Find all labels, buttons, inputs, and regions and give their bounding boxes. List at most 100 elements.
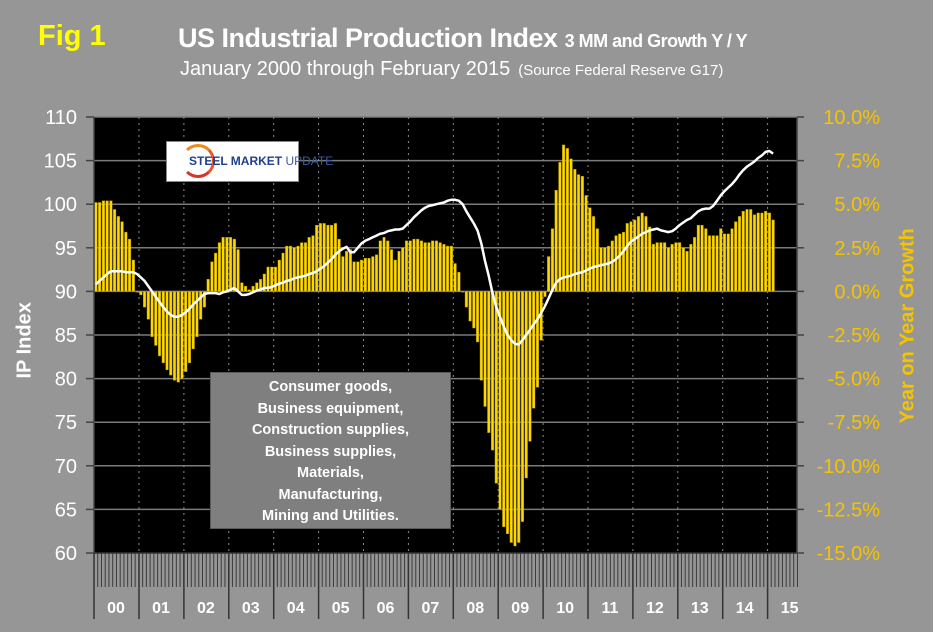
growth-bar bbox=[737, 216, 742, 292]
growth-bar bbox=[378, 240, 382, 292]
growth-bar bbox=[277, 259, 281, 292]
y-tick-label: 85 bbox=[55, 325, 77, 347]
growth-bar bbox=[401, 247, 405, 292]
growth-bar bbox=[300, 242, 304, 292]
growth-bar bbox=[670, 244, 674, 292]
components-textbox: Consumer goods, Business equipment, Cons… bbox=[210, 372, 451, 529]
x-tick-label: 14 bbox=[736, 600, 754, 617]
y2-tick-label: -7.5% bbox=[828, 412, 880, 434]
growth-bar bbox=[734, 221, 738, 292]
growth-bar bbox=[274, 266, 278, 292]
growth-bar bbox=[176, 291, 180, 383]
growth-bar bbox=[625, 223, 629, 292]
logo-text-bold: STEEL MARKET bbox=[189, 154, 283, 168]
y-tick-label: 110 bbox=[45, 107, 77, 129]
growth-bar bbox=[588, 207, 592, 292]
growth-bar bbox=[554, 190, 558, 292]
growth-bar bbox=[292, 247, 296, 292]
growth-bar bbox=[479, 291, 483, 381]
x-tick-label: 04 bbox=[287, 600, 305, 617]
growth-bar bbox=[644, 216, 648, 292]
growth-bar bbox=[618, 233, 622, 292]
growth-bar bbox=[404, 240, 408, 292]
growth-bar bbox=[693, 237, 697, 292]
textbox-line: Mining and Utilities. bbox=[262, 508, 399, 524]
logo-text: STEEL MARKET UPDATE bbox=[189, 154, 333, 168]
growth-bar bbox=[636, 216, 640, 292]
growth-bar bbox=[431, 240, 435, 292]
growth-bar bbox=[419, 240, 423, 292]
growth-bar bbox=[547, 256, 551, 292]
growth-bar bbox=[131, 259, 135, 292]
y-tick-label: 60 bbox=[55, 543, 77, 565]
growth-bar bbox=[756, 212, 760, 292]
x-tick-label: 12 bbox=[646, 600, 664, 617]
growth-bar bbox=[116, 216, 120, 292]
growth-bar bbox=[558, 162, 562, 292]
growth-bar bbox=[494, 291, 498, 484]
growth-bar bbox=[303, 242, 307, 292]
growth-bar bbox=[562, 144, 566, 292]
subtitle-text: January 2000 through February 2015 bbox=[180, 58, 511, 80]
y2-tick-label: 7.5% bbox=[834, 151, 880, 173]
y2-tick-label: 5.0% bbox=[834, 194, 880, 216]
growth-bar bbox=[397, 251, 401, 292]
growth-bar bbox=[143, 291, 147, 308]
growth-bar bbox=[337, 238, 341, 292]
growth-bar bbox=[199, 291, 203, 320]
growth-bar bbox=[356, 261, 360, 292]
y-tick-label: 100 bbox=[44, 194, 77, 216]
growth-bar bbox=[236, 249, 240, 292]
growth-bar bbox=[595, 228, 599, 292]
growth-bar bbox=[573, 169, 577, 292]
growth-bar bbox=[382, 237, 386, 292]
growth-bar bbox=[244, 285, 248, 292]
growth-bar bbox=[412, 238, 416, 292]
growth-bar bbox=[659, 242, 663, 292]
x-tick-label: 11 bbox=[602, 600, 619, 617]
growth-bar bbox=[281, 252, 285, 292]
growth-bar bbox=[767, 212, 771, 292]
y-axis-label: IP Index bbox=[13, 302, 36, 379]
growth-bar bbox=[348, 249, 352, 292]
growth-bar bbox=[386, 240, 390, 292]
growth-bar bbox=[158, 291, 162, 357]
chart-title: US Industrial Production Index 3 MM and … bbox=[178, 23, 748, 54]
growth-bar bbox=[270, 266, 274, 292]
growth-bar bbox=[315, 224, 319, 292]
growth-bar bbox=[689, 244, 693, 292]
growth-bar bbox=[614, 235, 618, 292]
growth-bar bbox=[187, 291, 191, 364]
growth-bar bbox=[457, 272, 461, 292]
growth-bar bbox=[109, 200, 113, 292]
x-tick-label: 00 bbox=[107, 600, 125, 617]
growth-bar bbox=[363, 258, 367, 292]
growth-bar bbox=[565, 148, 569, 292]
growth-bar bbox=[206, 278, 210, 292]
growth-bar bbox=[685, 251, 689, 292]
growth-bar bbox=[146, 291, 150, 320]
growth-bar bbox=[360, 259, 364, 292]
growth-bar bbox=[700, 224, 704, 292]
growth-bar bbox=[311, 235, 315, 292]
growth-bar bbox=[730, 228, 734, 292]
growth-bar bbox=[491, 291, 495, 451]
growth-bar bbox=[663, 242, 667, 292]
growth-bar bbox=[640, 212, 644, 292]
growth-bar bbox=[532, 291, 536, 409]
growth-bar bbox=[674, 242, 678, 292]
growth-bar bbox=[434, 240, 438, 292]
growth-bar bbox=[752, 214, 756, 292]
growth-bar bbox=[266, 266, 270, 292]
y-tick-label: 65 bbox=[55, 499, 77, 521]
growth-bar bbox=[195, 291, 199, 337]
growth-bar bbox=[262, 273, 266, 292]
growth-bar bbox=[711, 235, 715, 292]
y2-tick-label: 10.0% bbox=[823, 107, 880, 129]
growth-bar bbox=[172, 291, 177, 381]
textbox-line: Consumer goods, bbox=[268, 379, 393, 395]
growth-bar bbox=[741, 210, 745, 292]
growth-bar bbox=[584, 195, 588, 292]
growth-bar bbox=[221, 237, 225, 292]
growth-bar bbox=[169, 291, 173, 376]
